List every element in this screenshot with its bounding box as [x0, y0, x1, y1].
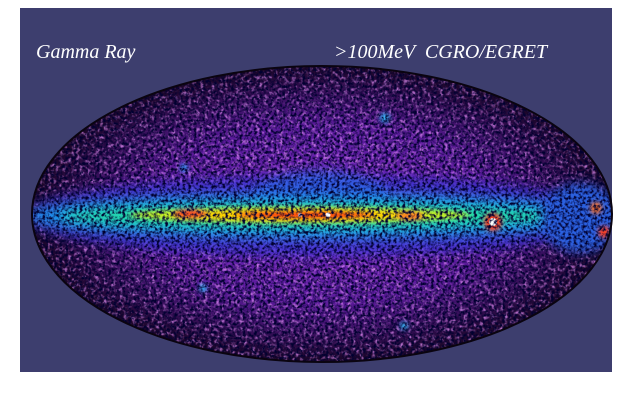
caption-right: >100MeV CGRO/EGRET: [334, 41, 549, 63]
sky-map-image: Gamma Ray >100MeV CGRO/EGRET: [0, 0, 628, 401]
page: {"labels": {"left": "Gamma Ray", "right"…: [0, 0, 628, 401]
caption-left: Gamma Ray: [36, 41, 136, 63]
